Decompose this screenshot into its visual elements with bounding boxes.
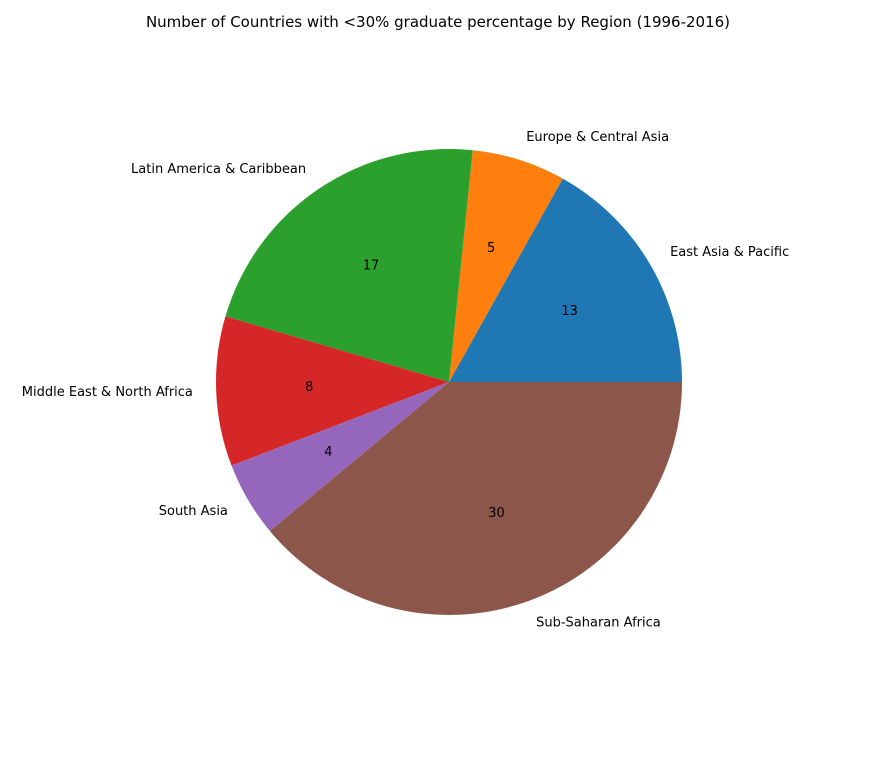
pie-slice-sub-saharan-africa: [269, 382, 682, 615]
slice-label-latin-america-and-caribbean: Latin America & Caribbean: [131, 162, 306, 177]
pie-slice-latin-america-and-caribbean: [225, 149, 473, 382]
chart-title: Number of Countries with <30% graduate p…: [146, 13, 730, 31]
slice-value-sub-saharan-africa: 30: [488, 506, 505, 521]
slice-label-sub-saharan-africa: Sub-Saharan Africa: [536, 616, 661, 631]
slice-value-south-asia: 4: [324, 445, 332, 460]
slice-value-middle-east-and-north-africa: 8: [305, 380, 313, 395]
pie-slice-middle-east-and-north-africa: [216, 316, 449, 466]
slice-value-east-asia-and-pacific: 13: [561, 304, 578, 319]
pie-slice-east-asia-and-pacific: [449, 178, 682, 382]
pie-slice-europe-and-central-asia: [449, 150, 563, 382]
slice-label-east-asia-and-pacific: East Asia & Pacific: [670, 245, 789, 260]
slice-value-europe-and-central-asia: 5: [487, 241, 495, 256]
slice-label-middle-east-and-north-africa: Middle East & North Africa: [22, 385, 193, 400]
pie-slice-south-asia: [231, 382, 449, 531]
slice-value-latin-america-and-caribbean: 17: [363, 258, 380, 273]
slice-label-europe-and-central-asia: Europe & Central Asia: [526, 130, 669, 145]
pie-slices: [216, 149, 682, 615]
pie-labels: East Asia & Pacific 13 Europe & Central As…: [22, 130, 789, 630]
slice-label-south-asia: South Asia: [159, 504, 228, 519]
